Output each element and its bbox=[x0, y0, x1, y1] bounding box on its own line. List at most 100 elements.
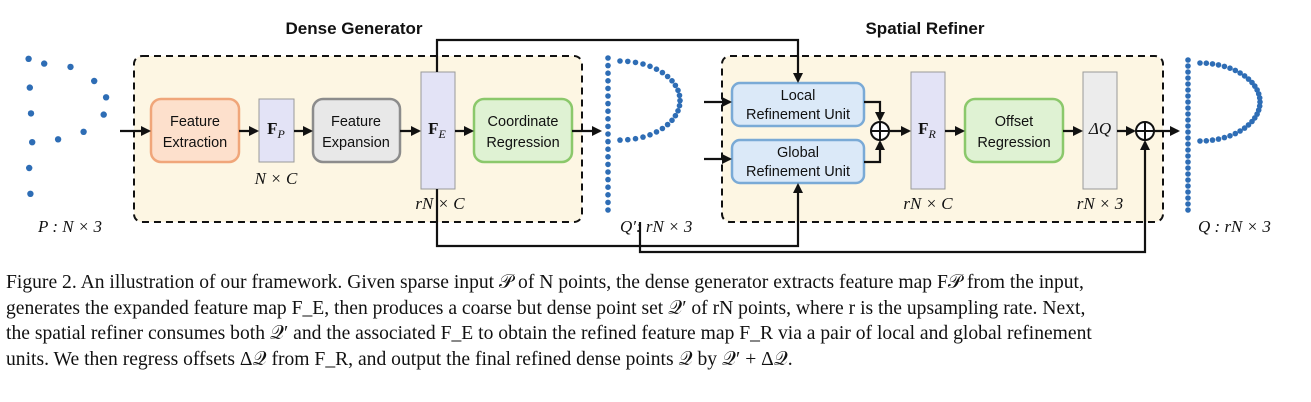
point bbox=[659, 125, 666, 132]
sum-node-2 bbox=[1135, 121, 1155, 141]
point bbox=[640, 61, 646, 67]
fr-dim-label: rN × C bbox=[903, 194, 953, 213]
point bbox=[605, 207, 611, 213]
point bbox=[1215, 62, 1222, 68]
coarse-set-label: Q′: rN × 3 bbox=[620, 217, 692, 236]
global-refinement-label-2: Refinement Unit bbox=[746, 164, 850, 180]
point bbox=[1185, 201, 1191, 207]
fe-feature-bar bbox=[420, 71, 456, 190]
point bbox=[1185, 117, 1191, 123]
point bbox=[605, 192, 611, 198]
local-refinement-label-1: Local bbox=[781, 88, 816, 104]
local-refinement-unit-box bbox=[730, 81, 866, 128]
point bbox=[1185, 189, 1191, 195]
point bbox=[605, 70, 611, 76]
local-refinement-label-2: Refinement Unit bbox=[746, 107, 850, 123]
point bbox=[1257, 99, 1263, 105]
point bbox=[26, 164, 33, 172]
delta-q-dim-label: rN × 3 bbox=[1077, 194, 1123, 213]
point bbox=[617, 137, 623, 143]
point bbox=[1185, 159, 1191, 165]
point bbox=[605, 176, 611, 183]
fe-label: FE bbox=[428, 119, 446, 141]
input-point-cloud bbox=[25, 55, 110, 197]
delta-q-bar bbox=[1082, 71, 1118, 190]
dense-generator-title: Dense Generator bbox=[286, 19, 423, 38]
point bbox=[91, 77, 98, 85]
point bbox=[605, 138, 611, 145]
point bbox=[605, 100, 611, 107]
point bbox=[100, 111, 107, 118]
point bbox=[1185, 99, 1191, 105]
point bbox=[672, 82, 679, 89]
point bbox=[1185, 141, 1191, 147]
point bbox=[26, 84, 33, 91]
caption-line-1: Figure 2. An illustration of our framewo… bbox=[6, 272, 1084, 293]
point bbox=[1197, 60, 1203, 66]
point bbox=[605, 108, 611, 114]
point bbox=[1185, 123, 1191, 129]
point bbox=[640, 134, 646, 140]
caption-line-3: the spatial refiner consumes both 𝒬′ and… bbox=[6, 323, 1092, 344]
point bbox=[1185, 195, 1191, 201]
point bbox=[1245, 76, 1252, 82]
point bbox=[1185, 135, 1191, 141]
point bbox=[605, 154, 611, 160]
global-refinement-label-1: Global bbox=[777, 145, 819, 161]
point bbox=[605, 161, 611, 168]
coordinate-regression-box bbox=[472, 97, 574, 164]
point bbox=[1227, 65, 1233, 71]
feature-expansion-label-1: Feature bbox=[331, 114, 381, 130]
point bbox=[1232, 67, 1239, 74]
sum-node-1 bbox=[870, 121, 890, 141]
point bbox=[669, 78, 675, 84]
point bbox=[676, 92, 683, 99]
output-set-label: Q : rN × 3 bbox=[1198, 217, 1271, 236]
point bbox=[1185, 63, 1191, 69]
point bbox=[1185, 171, 1191, 177]
point bbox=[1203, 60, 1210, 66]
point bbox=[1185, 177, 1191, 183]
offset-regression-label-1: Offset bbox=[995, 114, 1033, 130]
feature-extraction-label-2: Extraction bbox=[163, 135, 227, 151]
point bbox=[1209, 61, 1216, 67]
point bbox=[653, 66, 660, 72]
point bbox=[1227, 133, 1233, 139]
point bbox=[1185, 129, 1191, 135]
flow-arrows bbox=[120, 38, 1180, 254]
point bbox=[27, 110, 35, 117]
point bbox=[675, 108, 681, 114]
point bbox=[25, 55, 32, 62]
point bbox=[1185, 183, 1191, 189]
point bbox=[67, 63, 74, 71]
point bbox=[659, 69, 666, 76]
point bbox=[1232, 130, 1239, 137]
point bbox=[605, 93, 611, 99]
point bbox=[632, 135, 639, 142]
point bbox=[54, 136, 62, 143]
spatial-refiner-title: Spatial Refiner bbox=[865, 19, 984, 38]
figure-caption: Figure 2. An illustration of our framewo… bbox=[6, 270, 1306, 372]
point bbox=[605, 78, 611, 84]
point bbox=[1241, 73, 1248, 79]
point bbox=[605, 131, 611, 137]
point bbox=[1185, 165, 1191, 171]
point bbox=[1249, 118, 1255, 125]
point bbox=[605, 199, 611, 206]
point bbox=[605, 55, 611, 61]
fr-label: FR bbox=[918, 119, 936, 141]
point bbox=[1221, 63, 1228, 70]
point bbox=[1185, 87, 1191, 93]
feature-expansion-label-2: Expansion bbox=[322, 135, 390, 151]
point bbox=[1237, 70, 1243, 76]
point bbox=[605, 85, 611, 92]
point bbox=[676, 102, 683, 109]
fe-dim-label: rN × C bbox=[415, 194, 465, 213]
point bbox=[1197, 138, 1203, 144]
point bbox=[80, 128, 87, 135]
point bbox=[1185, 153, 1191, 159]
feature-expansion-box bbox=[311, 97, 402, 164]
point bbox=[1185, 111, 1191, 117]
point bbox=[41, 60, 48, 67]
point bbox=[664, 73, 671, 80]
